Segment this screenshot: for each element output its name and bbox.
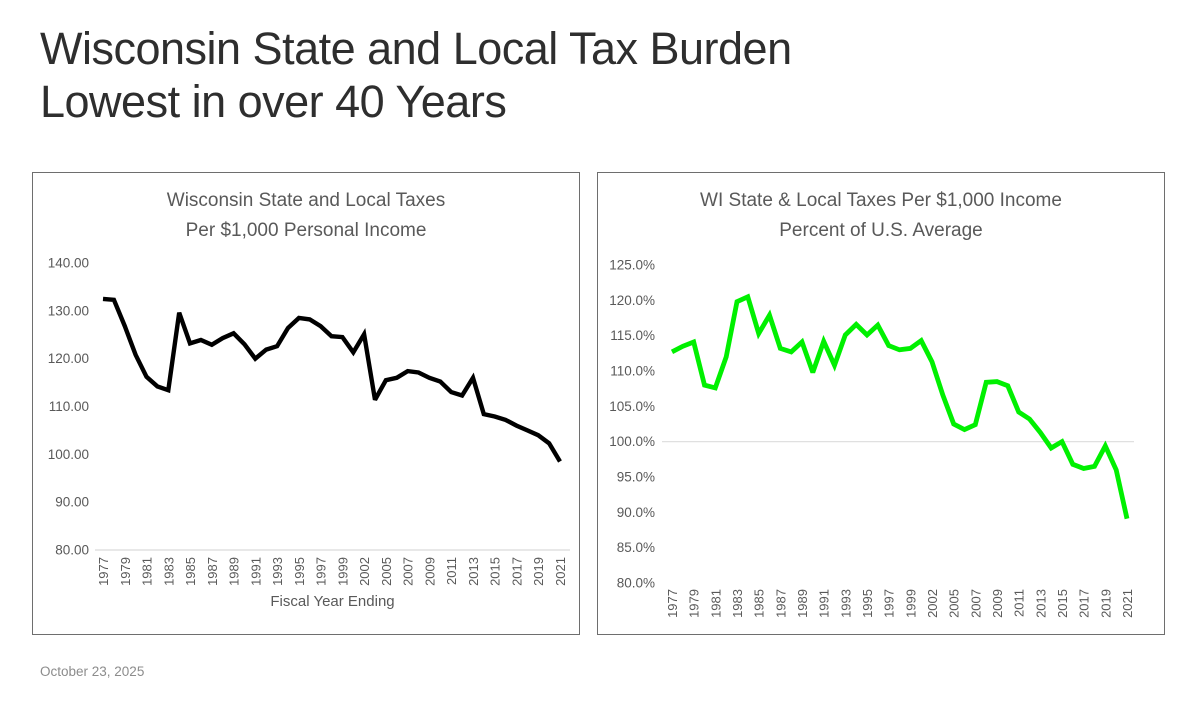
x-tick-label: 1995 [292, 557, 307, 586]
y-tick-label: 125.0% [609, 258, 655, 273]
y-tick-label: 90.0% [617, 505, 655, 520]
x-tick-label: 1991 [248, 557, 263, 586]
x-tick-label: 2005 [947, 589, 962, 618]
x-tick-label: 1997 [314, 557, 329, 586]
y-tick-label: 130.00 [48, 303, 89, 318]
chart-title-left-line-2: Per $1,000 Personal Income [185, 220, 427, 241]
slide-title-line-2: Lowest in over 40 Years [40, 76, 507, 127]
y-tick-label: 105.0% [609, 399, 655, 414]
chart-title-left: Wisconsin State and Local Taxes Per $1,0… [33, 186, 579, 246]
x-tick-label: 1987 [773, 589, 788, 618]
y-tick-label: 140.00 [48, 256, 89, 271]
y-tick-label: 100.00 [48, 447, 89, 462]
x-tick-label: 2009 [422, 557, 437, 586]
chart-title-left-line-1: Wisconsin State and Local Taxes [166, 190, 446, 211]
x-tick-label: 2019 [1098, 589, 1113, 618]
slide-date: October 23, 2025 [40, 664, 145, 679]
x-tick-label: 2007 [968, 589, 983, 618]
x-tick-label: 2007 [401, 557, 416, 586]
x-tick-label: 2002 [925, 589, 940, 618]
y-tick-label: 110.0% [610, 363, 655, 378]
x-tick-label: 1985 [752, 589, 767, 618]
x-tick-label: 2015 [1055, 589, 1070, 618]
x-tick-label: 2021 [553, 557, 568, 586]
x-tick-label: 1981 [708, 589, 723, 618]
x-tick-label: 1985 [183, 557, 198, 586]
x-tick-label: 1997 [882, 589, 897, 618]
x-tick-label: 2013 [466, 557, 481, 586]
series-line [670, 293, 1130, 520]
x-tick-label: 1989 [227, 557, 242, 586]
x-tick-label: 1999 [903, 589, 918, 618]
x-tick-label: 2002 [357, 557, 372, 586]
y-tick-label: 120.0% [609, 293, 655, 308]
chart-title-right-line-2: Percent of U.S. Average [779, 220, 983, 241]
x-tick-label: 2011 [1012, 589, 1027, 617]
slide-title-line-1: Wisconsin State and Local Tax Burden [40, 23, 792, 74]
x-tick-label: 2009 [990, 589, 1005, 618]
y-tick-label: 95.0% [617, 469, 655, 484]
y-tick-label: 90.00 [55, 495, 89, 510]
x-tick-label: 1995 [860, 589, 875, 618]
y-tick-label: 115.0% [610, 328, 655, 343]
x-tick-label: 2015 [488, 557, 503, 586]
x-tick-label: 2017 [1077, 589, 1092, 618]
x-tick-label: 1987 [205, 557, 220, 586]
x-axis-title-left: Fiscal Year Ending [270, 593, 395, 610]
chart-plot-area-right: 125.0% 120.0% 115.0% 110.0% 105.0% 100.0% 95.0… [609, 258, 1135, 618]
x-tick-label: 1983 [730, 589, 745, 618]
x-tick-label: 1993 [838, 589, 853, 618]
y-tick-label: 80.00 [55, 542, 89, 557]
x-tick-label: 1979 [687, 589, 702, 618]
chart-title-right-line-1: WI State & Local Taxes Per $1,000 Income [700, 190, 1062, 211]
x-tick-label: 2013 [1033, 589, 1048, 618]
chart-title-right: WI State & Local Taxes Per $1,000 Income… [598, 186, 1164, 246]
x-tick-label: 1977 [96, 557, 111, 586]
x-tick-label: 2019 [531, 557, 546, 586]
x-tick-label: 1979 [118, 557, 133, 586]
x-tick-label: 1993 [270, 557, 285, 586]
y-tick-label: 120.00 [48, 351, 89, 366]
x-tick-label: 2017 [509, 557, 524, 586]
x-tick-label: 1983 [161, 557, 176, 586]
chart-wisconsin-taxes-per-1000-income: 140.00 130.00 120.00 110.00 100.00 90.00 80.00… [32, 172, 580, 635]
x-tick-label: 1981 [140, 557, 155, 586]
x-tick-label: 1989 [795, 589, 810, 618]
slide-title: Wisconsin State and Local Tax Burden Low… [40, 22, 1140, 128]
x-tick-label: 2005 [379, 557, 394, 586]
y-tick-label: 85.0% [617, 540, 655, 555]
chart-plot-area-left: 140.00 130.00 120.00 110.00 100.00 90.00 80.00… [48, 256, 570, 586]
x-tick-label: 1991 [817, 589, 832, 618]
x-tick-label: 1999 [335, 557, 350, 586]
chart-wi-taxes-percent-of-us-average: 125.0% 120.0% 115.0% 110.0% 105.0% 100.0% 95.0… [597, 172, 1165, 635]
x-tick-label: 1977 [665, 589, 680, 618]
y-tick-label: 100.0% [609, 434, 655, 449]
series-line [102, 296, 562, 463]
y-tick-label: 80.0% [617, 575, 655, 590]
y-tick-label: 110.00 [49, 399, 89, 414]
x-tick-label: 2011 [444, 557, 459, 585]
x-tick-label: 2021 [1120, 589, 1135, 618]
